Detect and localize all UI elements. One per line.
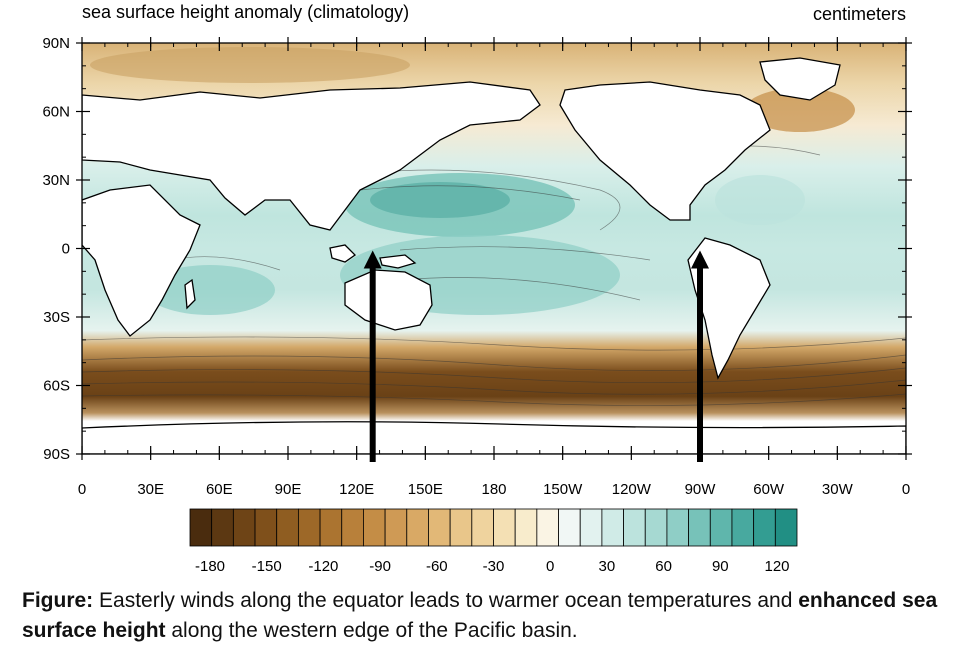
colorbar-swatch	[644, 508, 668, 547]
lat-tick-label: 60S	[43, 378, 70, 395]
lon-tick-label: 30W	[822, 481, 854, 498]
lon-tick-label: 90W	[685, 481, 717, 498]
colorbar-tick-label: -120	[308, 558, 338, 575]
colorbar-swatch	[211, 508, 234, 547]
colorbar-tick-label: -150	[252, 558, 282, 575]
indian-ocean-gyre	[145, 265, 275, 315]
colorbar-swatch	[774, 508, 798, 547]
land-indonesia	[329, 244, 357, 263]
land-greenland	[759, 57, 841, 101]
lon-tick-label: 0	[902, 481, 910, 498]
caption-text-part2: along the western edge of the Pacific ba…	[165, 619, 578, 642]
colorbar-swatch	[623, 508, 646, 547]
lon-tick-label: 60E	[206, 481, 233, 498]
caption-text-part1: Easterly winds along the equator leads t…	[93, 589, 799, 612]
lon-tick-label: 60W	[753, 481, 785, 498]
lon-tick-label: 180	[481, 481, 506, 498]
colorbar: -180 -150 -120 -90 -60 -30 0 30 60 90 120	[189, 508, 798, 575]
colorbar-swatch	[189, 508, 213, 547]
lon-tick-label: 120W	[612, 481, 652, 498]
colorbar-tick-label: 90	[712, 558, 729, 575]
annotation-arrows	[363, 250, 709, 462]
land-africa	[82, 184, 201, 337]
colorbar-tick-label: 120	[764, 558, 789, 575]
colorbar-tick-label: 60	[655, 558, 672, 575]
caption-emphasis: enhanced sea surface height	[22, 589, 938, 642]
land-south-america	[687, 237, 771, 380]
colorbar-swatch	[297, 508, 321, 547]
colorbar-swatch	[428, 508, 451, 547]
arrow-head	[691, 250, 709, 269]
colorbar-tick-label: -30	[483, 558, 505, 575]
colorbar-swatch	[341, 508, 364, 547]
lon-tick-label: 90E	[275, 481, 302, 498]
colorbar-swatch	[558, 508, 581, 547]
colorbar-swatch	[232, 508, 256, 547]
arrow-head	[363, 250, 382, 269]
colorbar-swatch	[493, 508, 516, 547]
colorbar-swatch	[579, 508, 603, 547]
figure-caption: Figure: Easterly winds along the equator…	[22, 586, 952, 646]
north-atlantic-gyre	[715, 175, 805, 225]
colorbar-swatch	[666, 508, 690, 547]
land-europe-asia	[82, 81, 541, 231]
lat-tick-label: 30S	[43, 309, 70, 326]
lon-tick-label: 150W	[543, 481, 583, 498]
lat-tick-label: 60N	[42, 104, 70, 121]
colorbar-tick-label: -60	[426, 558, 448, 575]
lon-tick-label: 30E	[137, 481, 164, 498]
caption-lead: Figure:	[22, 589, 94, 612]
land-madagascar	[184, 278, 196, 310]
colorbar-swatch	[536, 508, 559, 547]
colorbar-tick-label: 30	[599, 558, 616, 575]
colorbar-swatch	[406, 508, 429, 547]
colorbar-swatch	[319, 508, 343, 547]
lat-tick-label: 90N	[42, 35, 70, 52]
lon-tick-label: 150E	[408, 481, 443, 498]
lat-tick-label: 90S	[43, 446, 70, 463]
map-units-label: centimeters	[812, 4, 906, 24]
colorbar-swatch	[449, 508, 473, 547]
colorbar-swatch	[601, 508, 624, 547]
longitude-axis: 0 30E 60E 90E 120E 150E 180 150W 120W 90W 60W 30W 0	[78, 37, 910, 498]
land-australia	[344, 269, 433, 331]
colorbar-swatch	[276, 508, 299, 547]
map-title: sea surface height anomaly (climatology)	[82, 2, 410, 22]
colorbar-swatch	[709, 508, 733, 547]
colorbar-swatch	[514, 508, 538, 547]
latitude-axis: 90N 60N 30N 0 30S 60S 90S	[42, 35, 912, 463]
colorbar-tick-label: 0	[546, 558, 554, 575]
lon-tick-label: 0	[78, 481, 86, 498]
colorbar-swatch	[753, 508, 776, 547]
lat-tick-label: 30N	[42, 172, 70, 189]
lon-tick-label: 120E	[339, 481, 374, 498]
colorbar-tick-label: -90	[369, 558, 391, 575]
pacific-gyre-core	[370, 182, 510, 218]
colorbar-swatch	[384, 508, 408, 547]
colorbar-tick-label: -180	[195, 558, 225, 575]
land-new-guinea	[379, 254, 417, 269]
colorbar-swatch	[731, 508, 755, 547]
north-atlantic-low	[745, 88, 855, 132]
contour-lines	[82, 108, 906, 406]
lat-tick-label: 0	[62, 241, 70, 258]
map-field	[82, 43, 906, 454]
arctic-low	[90, 47, 410, 83]
land-north-america	[559, 81, 771, 221]
colorbar-swatch	[688, 508, 711, 547]
colorbar-swatch	[254, 508, 278, 547]
colorbar-swatch	[363, 508, 386, 547]
colorbar-swatch	[471, 508, 494, 547]
sea-surface-height-map: 90N 60N 30N 0 30S 60S 90S 0 30E 60E 90E 120E 150E 18…	[42, 35, 912, 575]
